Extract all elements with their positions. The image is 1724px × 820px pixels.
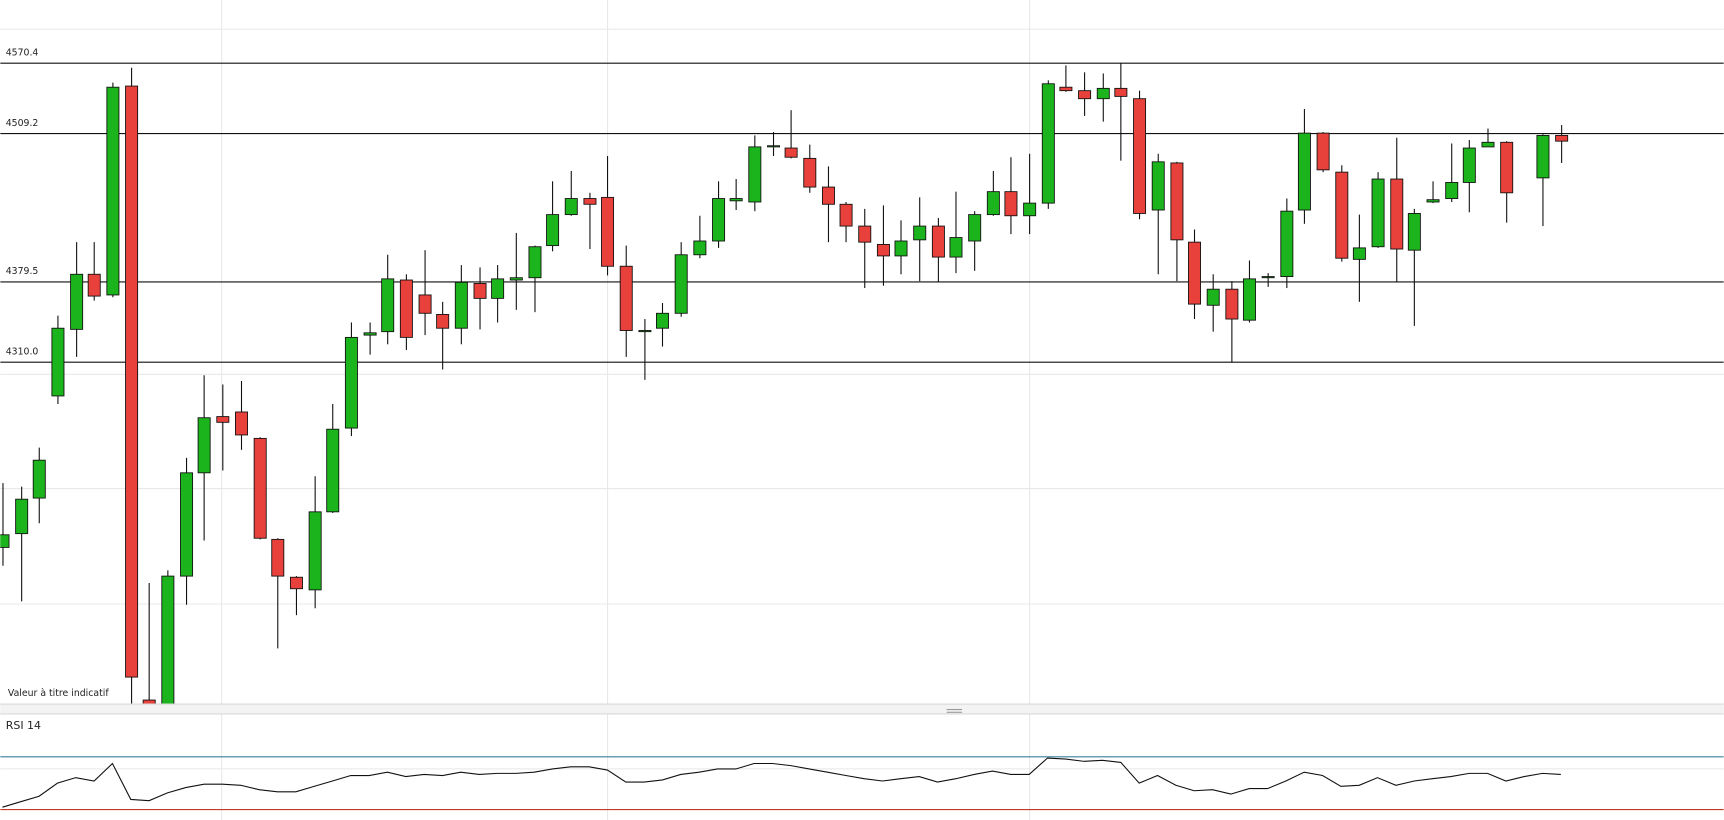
candle-body <box>619 265 633 331</box>
candle-body <box>1188 241 1201 305</box>
candle-body <box>1555 134 1569 142</box>
candle-body <box>253 437 267 539</box>
candle-body <box>216 416 230 423</box>
candle-body <box>767 145 781 148</box>
candle-body <box>70 273 84 330</box>
candle-body <box>1407 213 1421 251</box>
candle-body <box>528 246 542 279</box>
candle-body <box>418 294 432 314</box>
candle-body <box>1352 247 1366 260</box>
candle-body <box>638 330 652 333</box>
candle-body <box>583 198 597 205</box>
candle-body <box>1096 87 1110 100</box>
candle-body <box>656 312 669 329</box>
candle-body <box>1225 288 1239 320</box>
candle-body <box>931 225 945 258</box>
candle-body <box>1242 278 1256 321</box>
candle-body <box>344 336 358 429</box>
candle-body <box>1133 98 1147 214</box>
candle-body <box>1114 87 1128 97</box>
y-tick-label: 4509.2 <box>6 118 39 129</box>
candle-body <box>271 538 285 577</box>
candle-body <box>326 428 340 513</box>
candle-body <box>1316 132 1330 171</box>
candle-body <box>1004 191 1018 217</box>
pane-divider[interactable] <box>0 703 1724 715</box>
candle-body <box>1462 147 1476 183</box>
y-tick-label: 4379.5 <box>6 266 39 277</box>
candle-body <box>491 278 505 299</box>
candle-body <box>289 576 303 590</box>
candle-body <box>32 459 46 499</box>
candle-body <box>564 198 578 216</box>
candle-body <box>197 417 211 474</box>
candle-body <box>454 281 468 329</box>
candle-body <box>968 214 982 242</box>
candle-body <box>876 244 890 257</box>
price-pane <box>0 62 1724 704</box>
annotation: Valeur à titre indicatif <box>8 688 109 699</box>
candle-body <box>729 198 743 202</box>
candle-body <box>1041 83 1055 204</box>
candle-body <box>180 472 194 577</box>
candle-body <box>308 511 322 591</box>
candle-body <box>1371 178 1385 248</box>
candle-body <box>986 191 1000 216</box>
candle-body <box>1170 162 1184 241</box>
candle-body <box>821 186 835 205</box>
candle-body <box>161 575 175 704</box>
y-tick-label: 4310.0 <box>6 346 39 357</box>
indicator-title: RSI 14 <box>6 719 41 732</box>
candle-body <box>1536 134 1550 179</box>
candle-body <box>674 254 688 314</box>
candle-body <box>1445 182 1459 199</box>
candle-body <box>913 225 927 241</box>
candle-body <box>399 279 413 338</box>
candle-body <box>784 147 798 158</box>
candle-body <box>363 332 377 336</box>
candle-body <box>125 85 139 678</box>
candle-body <box>1151 161 1165 211</box>
candle-body <box>1335 171 1349 259</box>
candle-body <box>142 699 156 704</box>
rsi-pane <box>0 756 1724 811</box>
candle-body <box>1280 210 1294 278</box>
candle-body <box>1390 178 1404 250</box>
candle-body <box>693 240 707 256</box>
candle-body <box>1023 202 1037 217</box>
candle-body <box>949 237 963 258</box>
candle-body <box>1261 276 1275 279</box>
candle-body <box>235 411 248 436</box>
candle-body <box>1059 86 1073 92</box>
candle-body <box>51 327 65 397</box>
candle-body <box>436 314 450 329</box>
candle-body <box>0 534 10 548</box>
candle-body <box>1297 132 1311 211</box>
candle-body <box>803 157 817 188</box>
candle-body <box>601 196 615 267</box>
candle-body <box>748 146 762 203</box>
candle-body <box>839 203 853 227</box>
candle-body <box>894 240 908 257</box>
candle-body <box>1481 141 1495 148</box>
candle-body <box>509 277 523 281</box>
candle-body <box>1426 199 1440 203</box>
candle-body <box>15 498 29 535</box>
candle-body <box>1078 90 1092 100</box>
candle-body <box>381 278 395 333</box>
candle-body <box>858 225 872 243</box>
candle-body <box>546 214 560 247</box>
candle-body <box>106 86 120 296</box>
candle-body <box>712 198 726 242</box>
candle-body <box>1500 141 1514 194</box>
candle-body <box>473 283 487 299</box>
rsi-line <box>2 757 1561 808</box>
candle-body <box>1206 288 1220 306</box>
y-tick-label: 4570.4 <box>6 48 39 59</box>
candle-body <box>87 273 101 297</box>
